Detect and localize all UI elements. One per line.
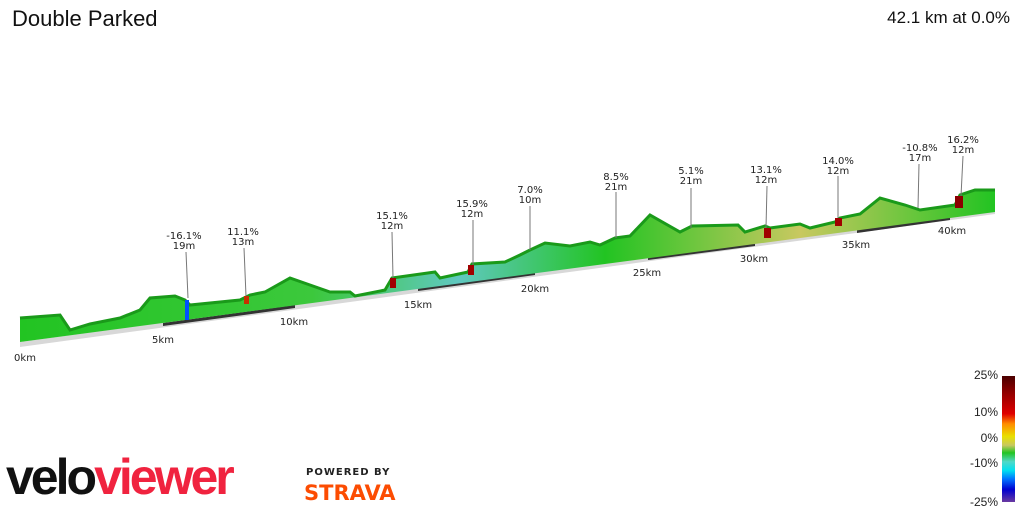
legend-label: 0% bbox=[980, 431, 998, 445]
route-title: Double Parked bbox=[12, 6, 158, 31]
svg-text:12m: 12m bbox=[755, 175, 777, 186]
svg-text:21m: 21m bbox=[605, 182, 627, 193]
svg-text:8.5%: 8.5% bbox=[603, 172, 628, 183]
svg-text:7.0%: 7.0% bbox=[517, 185, 542, 196]
veloviewer-logo: veloviewer bbox=[6, 449, 235, 505]
x-tick: 35km bbox=[842, 240, 870, 251]
legend-label: -25% bbox=[969, 495, 998, 509]
x-tick: 20km bbox=[521, 284, 549, 295]
svg-text:21m: 21m bbox=[680, 176, 702, 187]
svg-text:12m: 12m bbox=[952, 145, 974, 156]
svg-text:16.2%: 16.2% bbox=[947, 135, 979, 146]
svg-text:-10.8%: -10.8% bbox=[902, 143, 937, 154]
x-tick: 0km bbox=[14, 353, 36, 364]
svg-text:14.0%: 14.0% bbox=[822, 156, 854, 167]
gradient-color-bar bbox=[1002, 376, 1015, 502]
legend-label: -10% bbox=[969, 456, 998, 470]
svg-text:17m: 17m bbox=[909, 153, 931, 164]
svg-text:12m: 12m bbox=[381, 221, 403, 232]
svg-text:12m: 12m bbox=[461, 209, 483, 220]
svg-text:13.1%: 13.1% bbox=[750, 165, 782, 176]
svg-text:10m: 10m bbox=[519, 195, 541, 206]
legend-label: 25% bbox=[973, 368, 998, 382]
x-tick: 5km bbox=[152, 335, 174, 346]
svg-text:13m: 13m bbox=[232, 237, 254, 248]
x-tick: 25km bbox=[633, 268, 661, 279]
x-tick: 15km bbox=[404, 300, 432, 311]
route-summary: 42.1 km at 0.0% bbox=[887, 8, 1010, 27]
x-tick: 10km bbox=[280, 317, 308, 328]
annotation-gradient: -16.1% bbox=[166, 231, 201, 242]
elevation-profile-chart: -16.1% 19m 11.1% 13m 15.1% 12m 15.9% 12m… bbox=[14, 135, 995, 364]
x-tick: 40km bbox=[938, 226, 966, 237]
profile-surface bbox=[20, 190, 995, 342]
svg-text:15.9%: 15.9% bbox=[456, 199, 488, 210]
svg-text:15.1%: 15.1% bbox=[376, 211, 408, 222]
x-tick: 30km bbox=[740, 254, 768, 265]
svg-text:12m: 12m bbox=[827, 166, 849, 177]
svg-text:11.1%: 11.1% bbox=[227, 227, 259, 238]
powered-by-label: POWERED BY bbox=[306, 467, 391, 478]
gradient-legend: 25% 10% 0% -10% -25% bbox=[945, 368, 1024, 512]
annotation-length: 19m bbox=[173, 241, 195, 252]
legend-label: 10% bbox=[973, 405, 998, 419]
strava-logo: STRAVA bbox=[304, 481, 396, 505]
km-band-5-10 bbox=[163, 305, 295, 326]
svg-text:5.1%: 5.1% bbox=[678, 166, 703, 177]
